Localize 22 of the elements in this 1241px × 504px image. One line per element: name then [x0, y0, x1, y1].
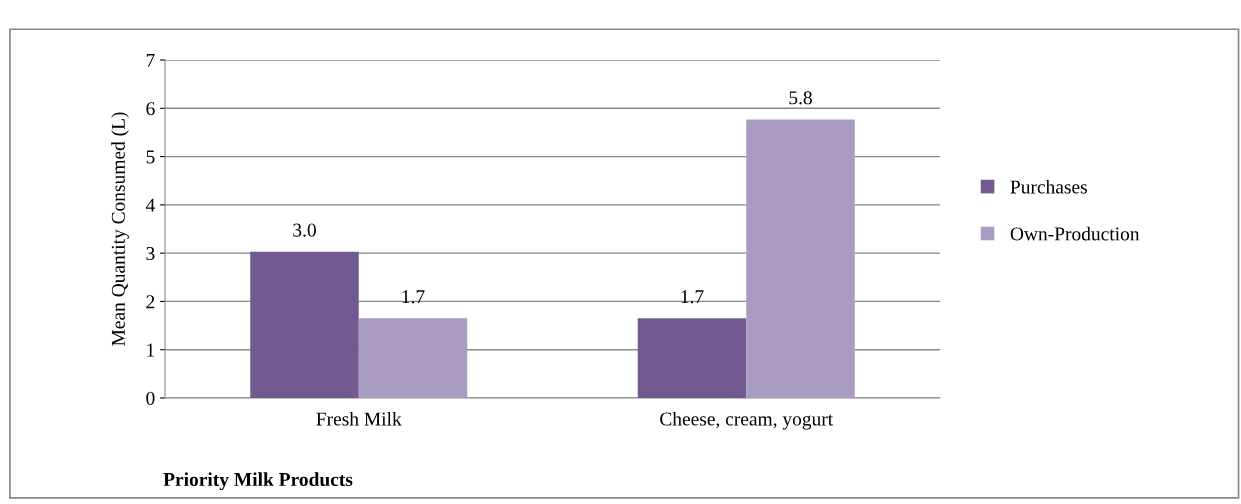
- data-label: 5.8: [789, 91, 812, 105]
- legend-label: Purchases: [1010, 179, 1087, 194]
- y-tick-label: 0: [146, 391, 155, 405]
- y-tick-label: 3: [146, 247, 155, 261]
- x-axis-title: Priority Milk Products: [163, 472, 353, 491]
- data-label: 1.7: [402, 290, 425, 304]
- bar: [358, 318, 468, 398]
- bar: [637, 318, 747, 398]
- y-axis-title: Mean Quantity Consumed (L): [111, 112, 129, 346]
- y-tick-label: 2: [146, 295, 155, 309]
- bar: [250, 251, 359, 398]
- y-tick-label: 1: [147, 343, 155, 357]
- data-label: 3.0: [293, 223, 316, 237]
- y-tick-label: 6: [146, 102, 155, 116]
- y-tick-label: 5: [146, 150, 155, 164]
- y-tick-label: 4: [145, 198, 155, 212]
- data-label: 1.7: [681, 290, 704, 304]
- bar: [746, 119, 855, 398]
- y-tick-label: 7: [146, 54, 155, 67]
- x-tick-label: Cheese, cream, yogurt: [660, 411, 834, 430]
- x-tick-label: Fresh Milk: [316, 411, 402, 426]
- legend-label: Own-Production: [1010, 226, 1140, 241]
